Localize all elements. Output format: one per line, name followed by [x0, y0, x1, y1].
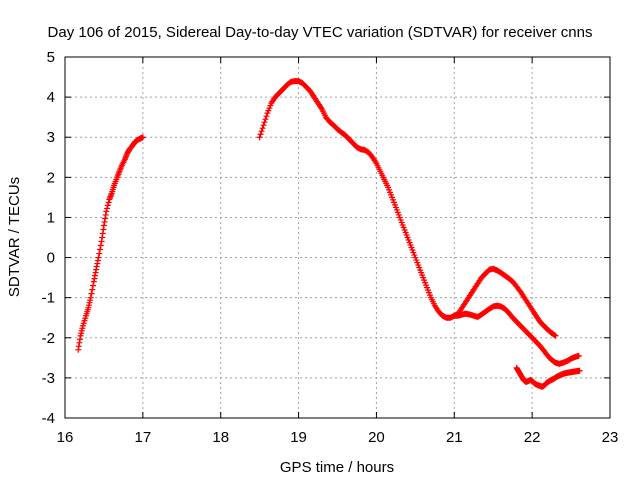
- data-point: [96, 250, 103, 257]
- plot-frame: [64, 56, 611, 419]
- data-point: [259, 125, 266, 132]
- data-series-segment-3-lower: [451, 302, 582, 367]
- chart-title: Day 106 of 2015, Sidereal Day-to-day VTE…: [48, 24, 593, 41]
- data-point: [89, 286, 96, 293]
- x-tick-label: 19: [290, 429, 307, 446]
- x-tick-label: 22: [524, 429, 541, 446]
- x-tick-label: 23: [602, 429, 619, 446]
- data-point: [87, 294, 94, 301]
- x-tick-label: 18: [212, 429, 229, 446]
- y-tick-label: 2: [47, 169, 55, 186]
- data-point: [104, 202, 111, 209]
- data-series-segment-1: [75, 134, 146, 353]
- y-tick-label: 3: [47, 129, 55, 146]
- data-point: [551, 332, 558, 339]
- y-tick-label: 1: [47, 209, 55, 226]
- data-point: [105, 199, 112, 206]
- y-tick-label: -2: [42, 330, 55, 347]
- data-point: [103, 208, 110, 215]
- x-axis-label: GPS time / hours: [280, 459, 394, 476]
- data-point: [575, 352, 582, 359]
- data-point: [257, 131, 264, 138]
- x-tick-label: 20: [368, 429, 385, 446]
- y-axis-label: SDTVAR / TECUs: [6, 177, 23, 297]
- data-point: [95, 254, 102, 261]
- x-tick-label: 21: [446, 429, 463, 446]
- data-point: [258, 128, 265, 135]
- data-point: [88, 290, 95, 297]
- data-point: [261, 119, 268, 126]
- y-tick-label: -4: [42, 410, 55, 427]
- grid-layer: [65, 57, 610, 418]
- data-layer: [75, 78, 583, 390]
- data-point: [260, 122, 267, 129]
- y-tick-label: 0: [47, 250, 55, 267]
- data-point: [263, 113, 270, 120]
- data-series-segment-4: [513, 364, 583, 390]
- data-point: [97, 242, 104, 249]
- data-point: [104, 205, 111, 212]
- data-point: [552, 332, 559, 339]
- y-tick-label: -3: [42, 370, 55, 387]
- x-tick-label: 16: [57, 429, 74, 446]
- data-point: [262, 116, 269, 123]
- data-point: [97, 246, 104, 253]
- x-tick-label: 17: [135, 429, 152, 446]
- data-point: [256, 134, 263, 141]
- y-tick-label: -1: [42, 290, 55, 307]
- data-series-segment-2: [256, 78, 458, 321]
- data-point: [576, 367, 583, 374]
- data-series-segment-3-upper: [451, 265, 559, 339]
- data-point: [139, 134, 146, 141]
- y-tick-label: 4: [47, 89, 55, 106]
- data-point: [90, 282, 97, 289]
- y-tick-label: 5: [47, 49, 55, 66]
